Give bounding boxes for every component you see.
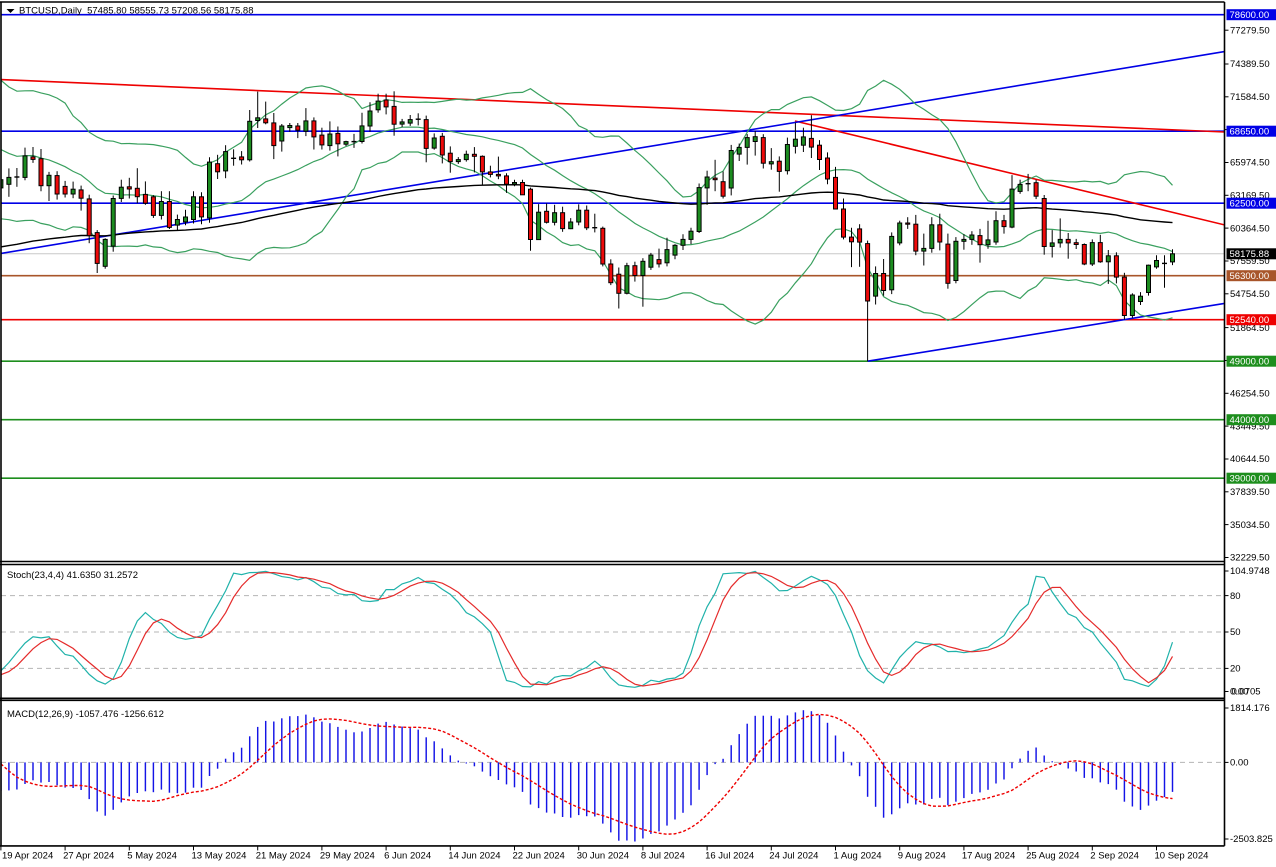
svg-text:77279.50: 77279.50 [1230,25,1270,36]
svg-text:14 Jun 2024: 14 Jun 2024 [448,851,500,862]
svg-text:57559.50: 57559.50 [1230,256,1270,267]
svg-text:10 Sep 2024: 10 Sep 2024 [1155,851,1209,862]
svg-text:0.0705: 0.0705 [1232,687,1261,698]
svg-text:5 May 2024: 5 May 2024 [127,851,177,862]
svg-text:63169.50: 63169.50 [1230,191,1270,202]
svg-text:62500.00: 62500.00 [1230,199,1270,210]
svg-text:65974.50: 65974.50 [1230,158,1270,169]
svg-text:58175.88: 58175.88 [1230,249,1270,260]
svg-text:19 Apr 2024: 19 Apr 2024 [2,851,53,862]
svg-text:74389.50: 74389.50 [1230,59,1270,70]
svg-text:78600.00: 78600.00 [1230,10,1270,21]
svg-text:51864.50: 51864.50 [1230,323,1270,334]
svg-text:0.00: 0.00 [1230,758,1249,769]
svg-text:1814.176: 1814.176 [1230,703,1270,714]
svg-text:-2503.825: -2503.825 [1230,834,1273,845]
svg-text:24 Jul 2024: 24 Jul 2024 [769,851,818,862]
svg-text:35034.50: 35034.50 [1230,520,1270,531]
svg-text:9 Aug 2024: 9 Aug 2024 [898,851,946,862]
svg-text:56300.00: 56300.00 [1230,271,1270,282]
svg-text:68650.00: 68650.00 [1230,127,1270,138]
svg-text:37839.50: 37839.50 [1230,487,1270,498]
svg-text:39000.00: 39000.00 [1230,474,1270,485]
svg-text:46254.50: 46254.50 [1230,389,1270,400]
svg-text:13 May 2024: 13 May 2024 [192,851,247,862]
svg-text:30 Jun 2024: 30 Jun 2024 [577,851,629,862]
svg-text:BTCUSD,Daily 57485.80 58555.7: BTCUSD,Daily 57485.80 58555.73 57208.56 … [19,6,254,17]
svg-text:29 May 2024: 29 May 2024 [320,851,375,862]
svg-text:50: 50 [1230,627,1241,638]
svg-text:0.00: 0.00 [1230,687,1249,698]
svg-text:MACD(12,26,9) -1057.476 -1256.: MACD(12,26,9) -1057.476 -1256.612 [7,709,164,720]
svg-text:8 Jul 2024: 8 Jul 2024 [641,851,685,862]
svg-text:25 Aug 2024: 25 Aug 2024 [1026,851,1079,862]
svg-text:104.9748: 104.9748 [1230,566,1270,577]
svg-text:22 Jun 2024: 22 Jun 2024 [513,851,565,862]
svg-text:6 Jun 2024: 6 Jun 2024 [384,851,431,862]
svg-text:71584.50: 71584.50 [1230,92,1270,103]
svg-text:44000.00: 44000.00 [1230,415,1270,426]
svg-text:80: 80 [1230,591,1241,602]
svg-text:21 May 2024: 21 May 2024 [256,851,311,862]
svg-text:40644.50: 40644.50 [1230,454,1270,465]
svg-text:2 Sep 2024: 2 Sep 2024 [1090,851,1139,862]
svg-text:20: 20 [1230,664,1241,675]
svg-text:54754.50: 54754.50 [1230,289,1270,300]
svg-text:1 Aug 2024: 1 Aug 2024 [834,851,882,862]
svg-text:27 Apr 2024: 27 Apr 2024 [63,851,114,862]
svg-text:16 Jul 2024: 16 Jul 2024 [705,851,754,862]
svg-text:Stoch(23,4,4) 41.6350 31.2572: Stoch(23,4,4) 41.6350 31.2572 [7,570,138,581]
svg-text:43449.50: 43449.50 [1230,421,1270,432]
svg-text:17 Aug 2024: 17 Aug 2024 [962,851,1015,862]
svg-text:32229.50: 32229.50 [1230,553,1270,564]
svg-text:49000.00: 49000.00 [1230,357,1270,368]
svg-text:52540.00: 52540.00 [1230,315,1270,326]
svg-text:60364.50: 60364.50 [1230,223,1270,234]
